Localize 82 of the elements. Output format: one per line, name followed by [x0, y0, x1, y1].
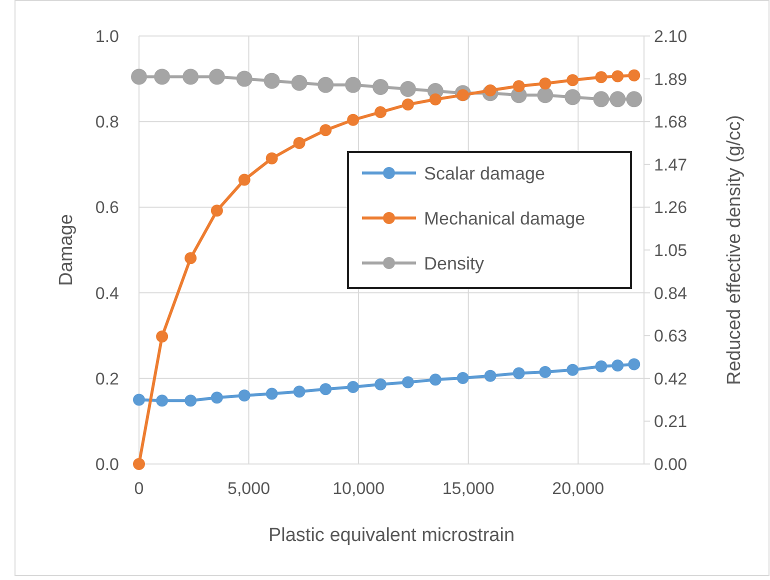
y2-tick-label: 1.26 — [654, 198, 688, 218]
point — [293, 386, 306, 398]
y-tick-label: 0.6 — [95, 198, 119, 218]
point — [372, 78, 389, 95]
point — [484, 370, 496, 382]
x-tick-label: 15,000 — [442, 479, 494, 498]
y2-tick-label: 1.47 — [654, 155, 688, 174]
point — [564, 89, 581, 106]
point — [612, 70, 624, 82]
point — [133, 458, 145, 470]
point — [593, 91, 610, 108]
point — [264, 72, 280, 89]
point — [131, 68, 147, 85]
point — [595, 71, 608, 84]
point — [512, 80, 525, 92]
point — [537, 87, 554, 104]
point — [402, 376, 414, 388]
point — [456, 372, 469, 384]
point — [318, 76, 334, 93]
point — [320, 383, 332, 396]
point — [347, 114, 360, 126]
point — [539, 78, 552, 90]
point — [429, 374, 442, 386]
point — [291, 74, 308, 91]
point — [628, 69, 640, 82]
point — [154, 68, 170, 85]
point — [347, 380, 360, 393]
point — [210, 392, 223, 404]
y2-axis-title: Reduced effective density (g/cc) — [724, 114, 745, 386]
point — [236, 70, 252, 87]
y2-tick-label: 0.42 — [654, 369, 688, 388]
point — [595, 360, 608, 372]
point — [320, 124, 332, 136]
point — [566, 74, 579, 86]
point — [512, 367, 525, 380]
y-tick-label: 0.4 — [95, 284, 119, 303]
point — [539, 366, 552, 378]
point — [293, 137, 306, 149]
point — [400, 80, 416, 97]
point — [266, 152, 278, 164]
point — [374, 378, 387, 390]
point — [429, 93, 442, 106]
y2-tick-label: 2.10 — [654, 26, 688, 46]
point — [184, 394, 197, 407]
point — [238, 390, 250, 402]
point — [628, 358, 640, 370]
y-axis-title: Damage — [56, 214, 77, 286]
y2-tick-label: 1.89 — [654, 70, 688, 89]
point — [374, 106, 387, 118]
point — [133, 394, 145, 406]
y-tick-label: 0.0 — [95, 454, 119, 474]
point — [566, 364, 579, 376]
point — [156, 330, 168, 342]
y2-tick-label: 0.84 — [654, 284, 688, 303]
x-tick-label: 10,000 — [332, 479, 385, 498]
point — [402, 98, 414, 110]
y2-tick-label: 1.05 — [654, 240, 688, 260]
x-tick-label: 20,000 — [552, 479, 604, 498]
y2-tick-label: 0.00 — [654, 454, 688, 474]
y-tick-label: 0.2 — [95, 369, 119, 388]
point — [266, 388, 278, 400]
x-tick-label: 5,000 — [228, 479, 270, 498]
point — [612, 360, 624, 372]
point — [610, 91, 626, 108]
y-tick-label: 1.0 — [95, 26, 119, 46]
y2-tick-label: 1.68 — [654, 112, 688, 132]
y-tick-label: 0.8 — [95, 112, 119, 132]
point — [208, 68, 225, 85]
x-axis-title: Plastic equivalent microstrain — [268, 525, 515, 546]
point — [182, 68, 199, 85]
legend-label: Mechanical damage — [424, 208, 586, 228]
point — [184, 252, 197, 264]
point — [626, 91, 642, 108]
y2-tick-label: 0.21 — [654, 412, 688, 432]
point — [156, 394, 168, 407]
point — [345, 76, 362, 93]
legend-label: Scalar damage — [424, 163, 546, 184]
legend-label: Density — [424, 253, 484, 274]
point — [238, 174, 250, 186]
x-tick-label: 0 — [134, 479, 144, 498]
point — [210, 204, 223, 217]
y2-tick-label: 0.63 — [654, 326, 688, 346]
